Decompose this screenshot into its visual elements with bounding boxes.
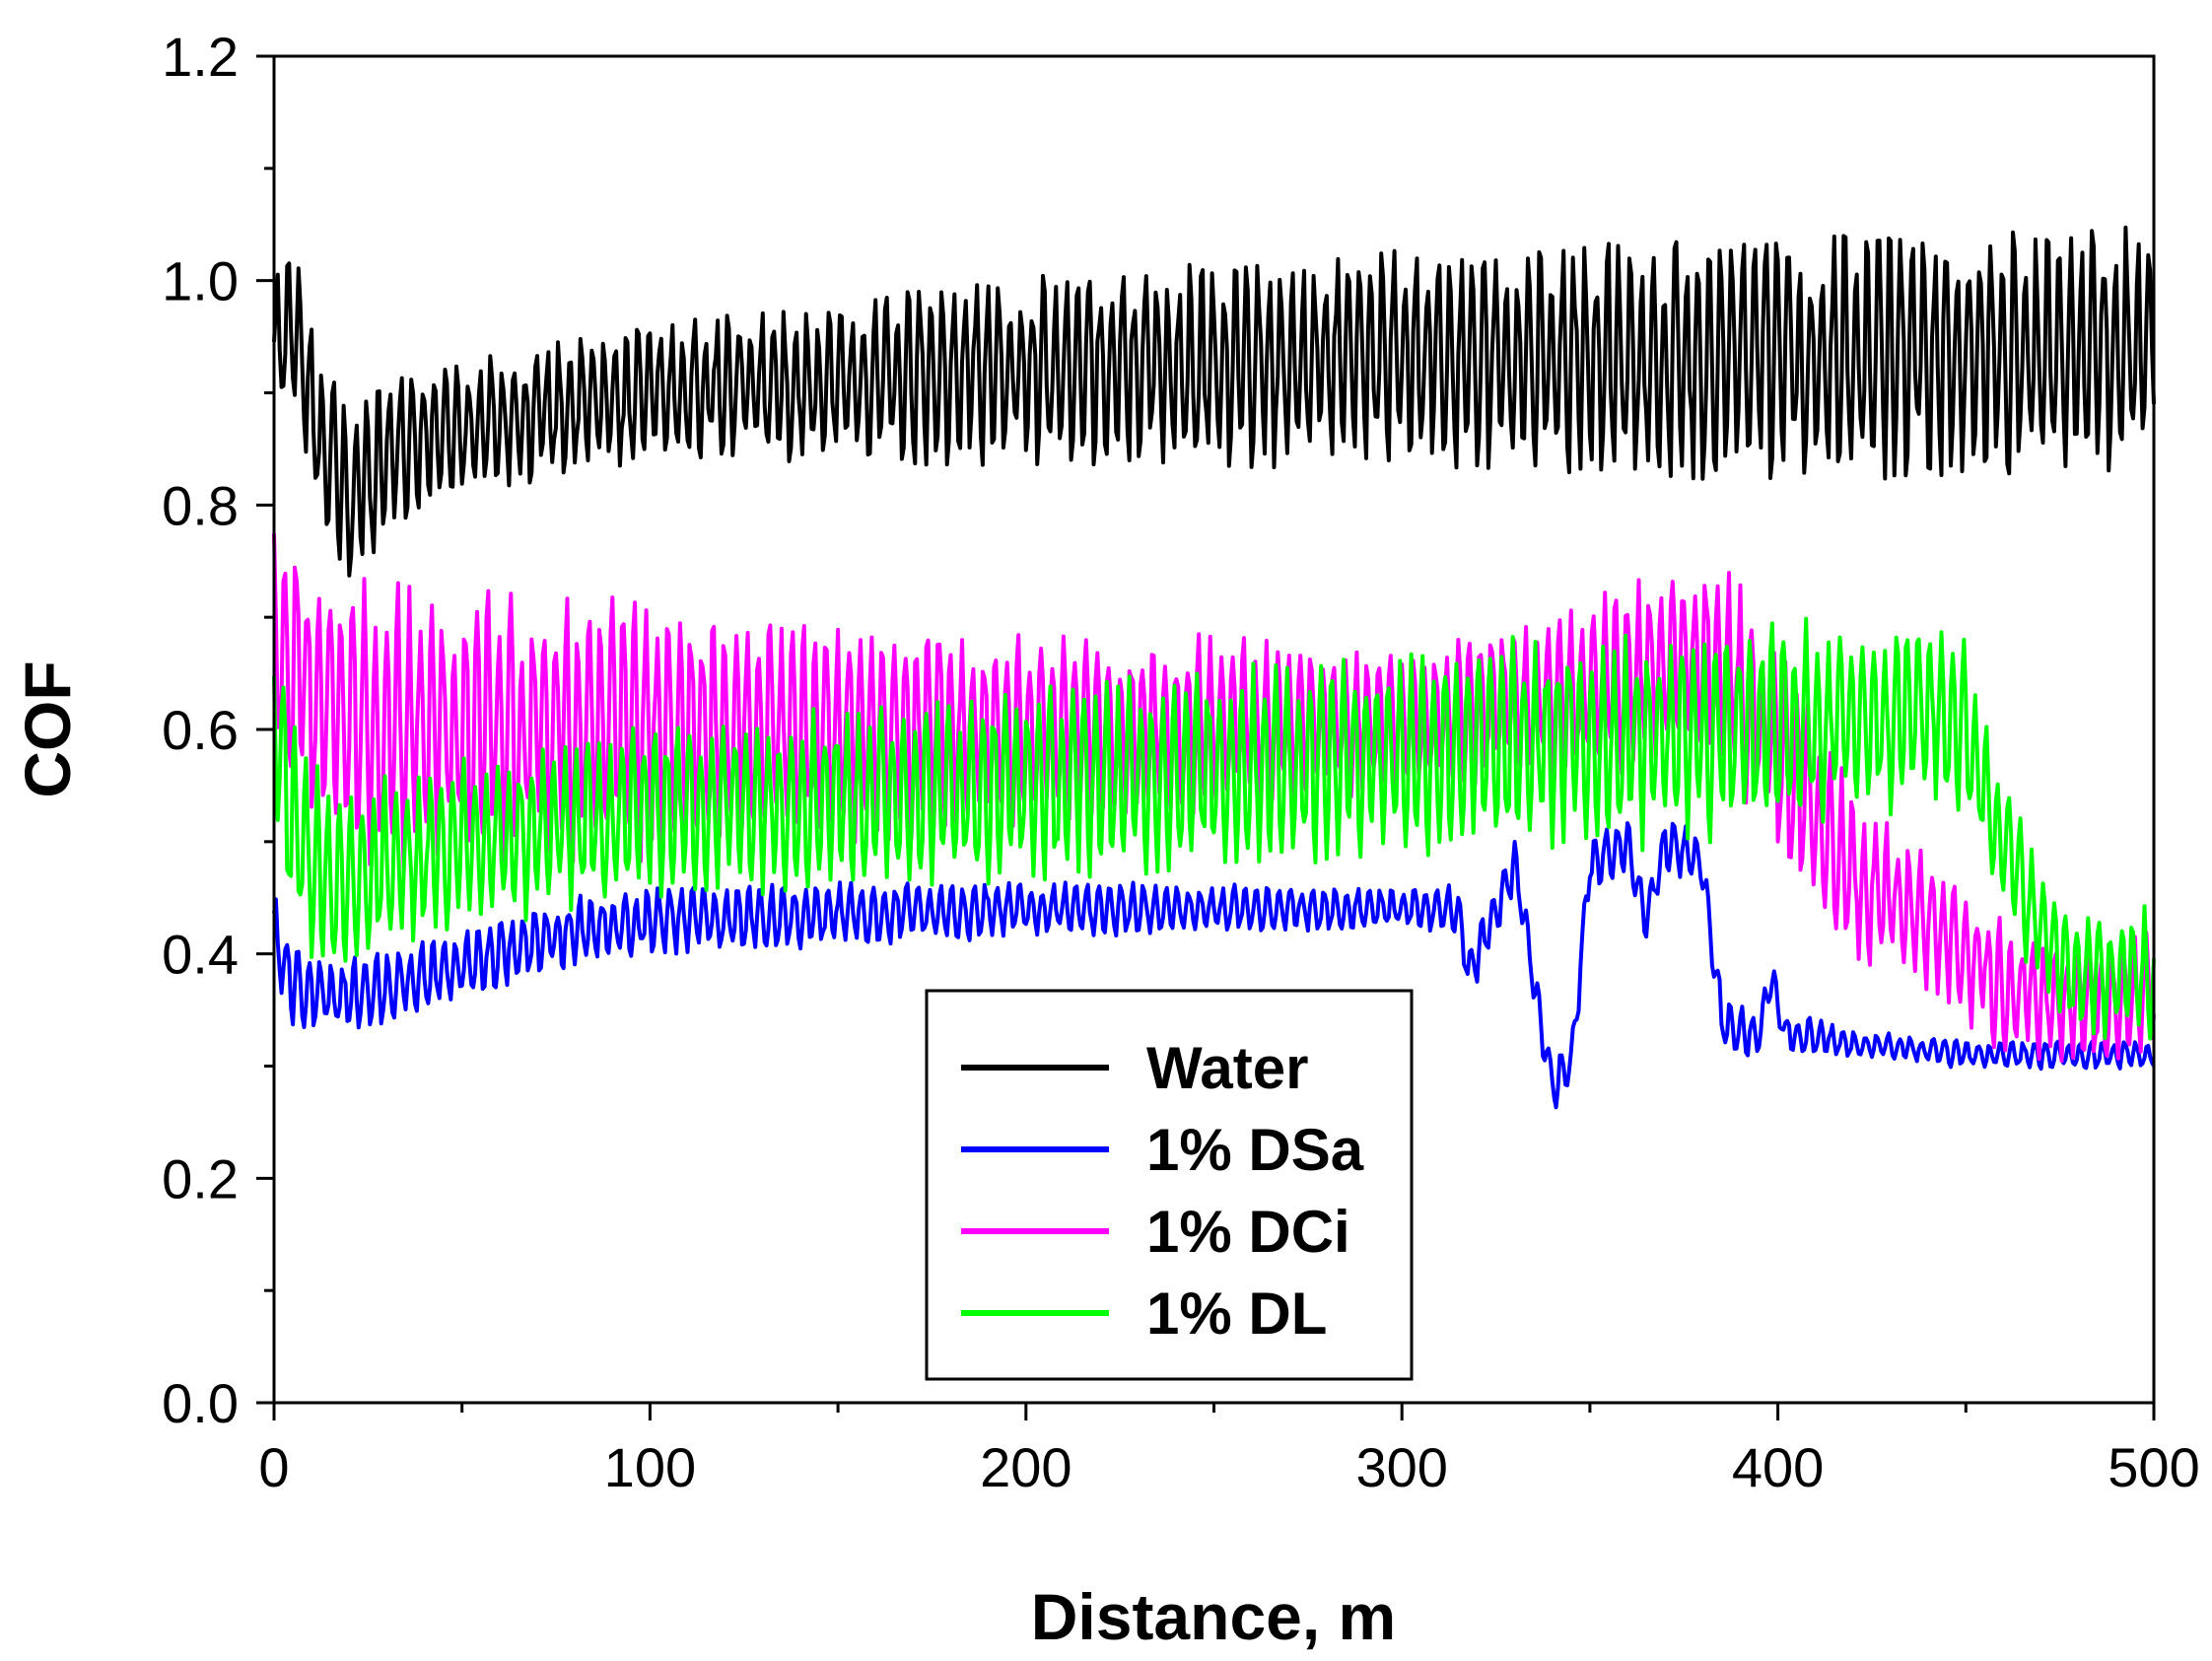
y-tick-label: 0.8 <box>162 474 239 536</box>
x-tick-label: 100 <box>604 1436 696 1498</box>
legend-label: Water <box>1146 1035 1308 1101</box>
y-tick-label: 0.0 <box>162 1372 239 1434</box>
x-tick-label: 200 <box>980 1436 1071 1498</box>
series-line-1-dci <box>272 533 2156 1064</box>
x-tick-label: 300 <box>1355 1436 1447 1498</box>
x-tick-label: 0 <box>258 1436 289 1498</box>
x-tick-label: 500 <box>2108 1436 2199 1498</box>
y-tick-label: 1.2 <box>162 26 239 88</box>
y-tick-label: 0.4 <box>162 924 239 986</box>
x-tick-label: 400 <box>1732 1436 1824 1498</box>
legend-label: 1% DSa <box>1146 1117 1364 1183</box>
legend-label: 1% DL <box>1146 1280 1327 1347</box>
series-line-water <box>272 225 2156 578</box>
y-tick-label: 1.0 <box>162 250 239 312</box>
legend-label: 1% DCi <box>1146 1199 1350 1265</box>
legend-entries: Water 1% DSa 1% DCi 1% DL <box>961 1035 1364 1347</box>
y-axis-title: COF <box>11 660 84 797</box>
series-layer <box>272 225 2156 1110</box>
tick-layer: 0 100 200 300 400 500 0.0 0.2 0.4 0.6 0.8 1.0 1.2 <box>162 26 2200 1498</box>
y-tick-label: 0.2 <box>162 1147 239 1210</box>
x-axis-title: Distance, m <box>1031 1580 1396 1653</box>
series-line-1-dsa <box>272 821 2156 1110</box>
legend: Water 1% DSa 1% DCi 1% DL <box>925 989 1414 1381</box>
series-line-1-dl <box>272 616 2156 1041</box>
y-tick-label: 0.6 <box>162 699 239 761</box>
